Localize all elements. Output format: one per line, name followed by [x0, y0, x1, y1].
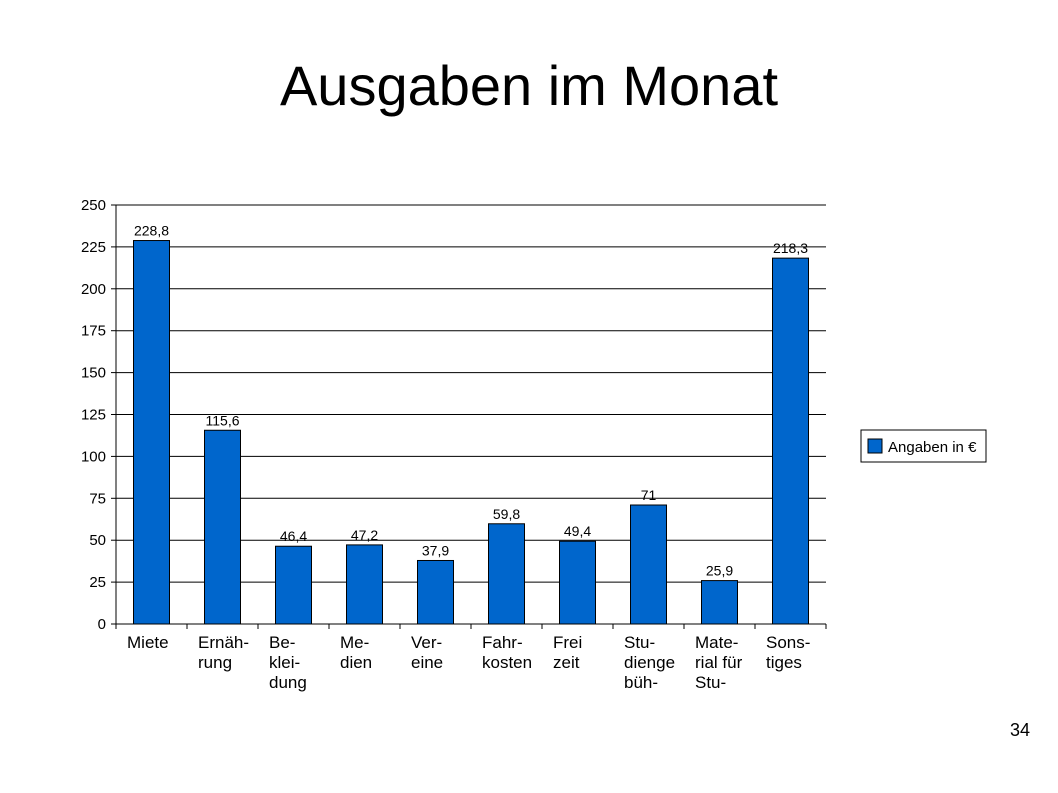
data-label: 228,8 — [134, 223, 169, 239]
y-tick-label: 100 — [81, 448, 106, 465]
x-category-label: Stu- — [695, 673, 726, 692]
y-tick-label: 125 — [81, 407, 106, 424]
x-category-label: rial für — [695, 653, 743, 672]
bar — [417, 559, 454, 625]
x-category-label: Ver- — [411, 633, 442, 652]
legend-label: Angaben in € — [888, 439, 977, 456]
page-number: 34 — [1009, 720, 1030, 740]
labels: 0 25 50 75 100 125 150 175 200 225 250 228,8 Miete 11… — [81, 197, 810, 692]
data-label: 46,4 — [280, 528, 307, 544]
x-category-label: Ernäh- — [198, 633, 249, 652]
bars — [133, 240, 809, 625]
x-category-label: Me- — [340, 633, 369, 652]
bar — [772, 257, 809, 625]
x-category-label: eine — [411, 653, 443, 672]
x-category-label: Fahr- — [482, 633, 523, 652]
x-category-label: klei- — [269, 653, 300, 672]
y-tick-label: 50 — [89, 532, 106, 549]
data-label: 115,6 — [206, 412, 240, 428]
x-category-label: büh- — [624, 673, 658, 692]
data-label: 59,8 — [493, 506, 520, 522]
bar — [133, 240, 170, 625]
x-category-label: zeit — [553, 653, 580, 672]
x-category-label: Be- — [269, 633, 295, 652]
x-category-label: Mate- — [695, 633, 738, 652]
legend: Angaben in € — [860, 429, 987, 463]
bar — [275, 545, 312, 625]
x-category-label: Stu- — [624, 633, 655, 652]
x-category-label: dien — [340, 653, 372, 672]
data-label: 71 — [641, 487, 657, 503]
data-label: 37,9 — [422, 542, 449, 558]
data-label: 25,9 — [706, 563, 733, 579]
y-tick-label: 200 — [81, 281, 106, 298]
slide-title: Ausgaben im Monat — [279, 54, 779, 117]
data-label: 47,2 — [351, 527, 378, 543]
x-category-label: Miete — [127, 633, 169, 652]
x-category-label: tiges — [766, 653, 802, 672]
bar — [346, 544, 383, 625]
y-tick-label: 25 — [89, 574, 106, 591]
x-category-label: kosten — [482, 653, 532, 672]
x-category-label: dung — [269, 673, 307, 692]
y-tick-label: 150 — [81, 365, 106, 382]
y-tick-label: 75 — [89, 490, 106, 507]
x-category-label: dienge — [624, 653, 675, 672]
axes — [111, 204, 827, 629]
x-category-label: Frei — [553, 633, 582, 652]
bar — [701, 580, 738, 625]
y-tick-label: 250 — [81, 197, 106, 214]
bar — [204, 429, 241, 625]
y-tick-label: 175 — [81, 323, 106, 340]
x-category-label: Sons- — [766, 633, 810, 652]
y-tick-label: 225 — [81, 239, 106, 256]
y-tick-label: 0 — [98, 616, 106, 633]
data-label: 218,3 — [773, 240, 808, 256]
legend-swatch — [867, 438, 883, 454]
x-category-label: rung — [198, 653, 232, 672]
bar — [488, 523, 525, 625]
bar — [630, 504, 667, 625]
bar — [559, 540, 596, 625]
data-label: 49,4 — [564, 523, 591, 539]
